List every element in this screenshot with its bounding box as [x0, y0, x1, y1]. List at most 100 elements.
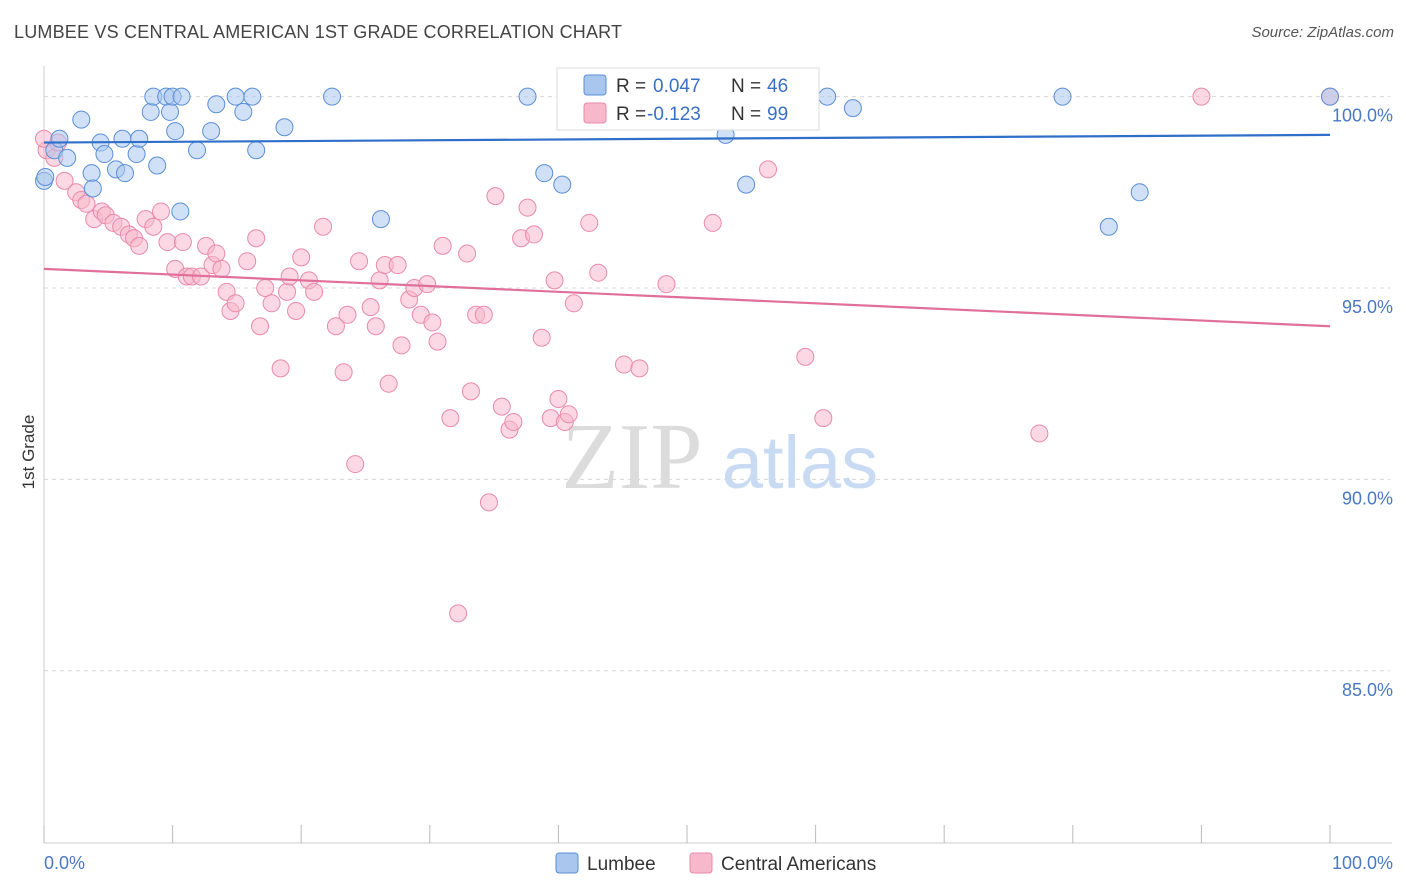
- watermark: ZIP atlas: [562, 405, 879, 509]
- lumbee-point-5: [82, 164, 101, 183]
- central-point-68: [474, 305, 493, 324]
- lumbee-point-40: [843, 99, 862, 118]
- lumbee-point-31: [323, 87, 342, 106]
- central-point-82: [559, 405, 578, 424]
- central-point-6: [77, 194, 96, 213]
- bottom-legend-lumbee-label: Lumbee: [587, 854, 656, 875]
- central-point-30: [226, 294, 245, 313]
- y-tick-labels: 100.0% 95.0% 90.0% 85.0%: [1332, 106, 1393, 700]
- lumbee-point-43: [1130, 183, 1149, 202]
- lumbee-point-11: [116, 164, 135, 183]
- axes: [43, 66, 1392, 844]
- central-point-46: [338, 305, 357, 324]
- lumbee-point-12: [127, 145, 146, 164]
- lumbee-point-27: [234, 102, 253, 121]
- lumbee-point-23: [188, 141, 207, 160]
- central-point-26: [207, 244, 226, 263]
- lumbee-point-39: [818, 87, 837, 106]
- central-point-38: [280, 267, 299, 286]
- central-point-95: [1030, 424, 1049, 443]
- y-tick-label-3: 85.0%: [1342, 680, 1393, 700]
- lumbee-point-45: [36, 168, 55, 186]
- central-point-37: [278, 282, 297, 301]
- x-tick-label-0: 0.0%: [44, 853, 85, 873]
- central-point-84: [580, 213, 599, 232]
- lumbee-trend-line: [43, 133, 1331, 144]
- lumbee-point-22: [171, 202, 190, 221]
- central-point-89: [657, 275, 676, 294]
- lumbee-point-35: [553, 175, 572, 194]
- central-point-85: [589, 263, 608, 282]
- central-point-80: [549, 390, 568, 408]
- central-point-55: [392, 336, 411, 355]
- central-point-90: [703, 213, 722, 232]
- central-point-20: [173, 233, 192, 252]
- watermark-atlas: atlas: [722, 421, 878, 504]
- central-point-83: [564, 294, 583, 313]
- central-point-40: [292, 248, 311, 267]
- central-point-14: [130, 236, 149, 255]
- central-point-54: [388, 256, 407, 275]
- central-point-59: [418, 275, 437, 294]
- lumbee-point-4: [72, 110, 91, 129]
- legend-central-swatch: [583, 102, 607, 124]
- lumbee-point-30: [275, 118, 294, 137]
- central-point-64: [449, 604, 468, 623]
- central-point-79: [545, 271, 564, 290]
- legend-lumbee-r-label: R =: [616, 76, 646, 97]
- central-point-47: [346, 455, 365, 474]
- bottom-legend-central-swatch: [689, 852, 713, 874]
- central-point-45: [334, 363, 353, 382]
- legend-lumbee-r-value: 0.047: [653, 76, 701, 97]
- lumbee-point-21: [172, 87, 191, 106]
- lumbee-points: [35, 87, 1339, 236]
- central-point-96: [1192, 87, 1211, 106]
- central-point-62: [433, 236, 452, 255]
- central-point-76: [524, 225, 543, 244]
- legend-lumbee-swatch: [583, 74, 607, 96]
- bottom-legend: Lumbee Central Americans: [555, 852, 876, 875]
- central-point-42: [305, 282, 324, 301]
- legend-central-n-label: N =: [731, 104, 761, 125]
- central-point-66: [461, 382, 480, 401]
- central-point-18: [158, 233, 177, 252]
- central-point-69: [479, 493, 498, 512]
- y-tick-label-0: 100.0%: [1332, 106, 1393, 126]
- central-point-36: [271, 359, 290, 378]
- central-point-33: [251, 317, 270, 336]
- central-point-61: [428, 332, 447, 351]
- lumbee-point-10: [113, 129, 132, 148]
- central-point-35: [262, 294, 281, 313]
- central-point-65: [458, 244, 477, 263]
- central-point-94: [814, 409, 833, 428]
- y-axis-label: 1st Grade: [19, 415, 38, 490]
- central-point-16: [144, 217, 163, 236]
- central-point-43: [314, 217, 333, 236]
- lumbee-point-25: [207, 95, 226, 114]
- lumbee-point-3: [58, 148, 77, 167]
- bottom-legend-lumbee-swatch: [555, 852, 579, 874]
- lumbee-point-20: [166, 122, 185, 141]
- central-point-48: [350, 252, 369, 271]
- x-tick-labels: 0.0% 100.0%: [44, 853, 1393, 873]
- grid-lines: [44, 96, 1390, 672]
- lumbee-point-16: [148, 156, 167, 175]
- lumbee-point-24: [202, 122, 221, 141]
- legend-central-n-value: 99: [767, 104, 788, 125]
- lumbee-point-41: [1053, 87, 1072, 106]
- y-tick-label-1: 95.0%: [1342, 297, 1393, 317]
- central-americans-points: [35, 87, 1339, 623]
- lumbee-point-34: [535, 164, 554, 183]
- central-point-32: [247, 229, 266, 248]
- central-trend-line: [43, 267, 1331, 328]
- lumbee-point-13: [130, 129, 149, 148]
- central-point-50: [366, 317, 385, 336]
- central-point-75: [518, 198, 537, 217]
- legend-central-r-label: R =: [616, 104, 646, 125]
- legend-lumbee-n-value: 46: [767, 76, 788, 97]
- lumbee-point-33: [518, 87, 537, 106]
- central-point-3: [55, 171, 74, 190]
- legend-central-r-value: -0.123: [647, 104, 701, 125]
- lumbee-point-44: [1321, 87, 1339, 106]
